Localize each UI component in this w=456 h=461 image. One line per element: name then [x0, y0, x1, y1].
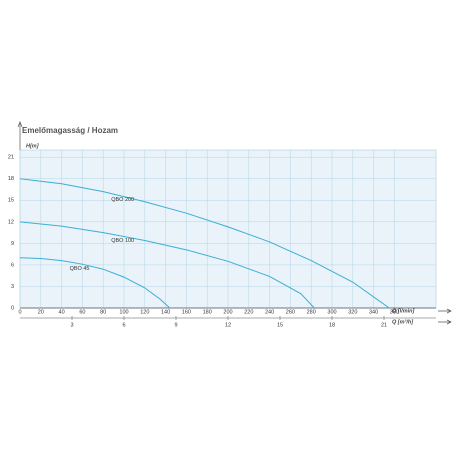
y-tick-label: 15: [8, 198, 14, 204]
x-tick-label: 360: [390, 309, 399, 315]
x2-arrow: [438, 319, 452, 325]
curve-label: QBO 45: [70, 266, 90, 272]
x2-tick-label: 15: [277, 322, 283, 328]
x-tick-label: 40: [59, 309, 65, 315]
x2-tick-label: 18: [329, 322, 335, 328]
y-tick-label: 0: [11, 305, 14, 311]
y-tick-label: 3: [11, 284, 14, 290]
x2-tick-label: 3: [70, 322, 73, 328]
x-tick-label: 160: [182, 309, 191, 315]
x-tick-label: 320: [348, 309, 357, 315]
x-tick-label: 140: [161, 309, 170, 315]
x-tick-label: 240: [265, 309, 274, 315]
x-tick-label: 120: [140, 309, 149, 315]
x-tick-label: 280: [307, 309, 316, 315]
y-tick-label: 18: [8, 176, 14, 182]
y-tick-label: 6: [11, 262, 14, 268]
y-tick-label: 12: [8, 219, 14, 225]
x-tick-label: 180: [203, 309, 212, 315]
x2-axis-label: Q [m³/h]: [392, 318, 413, 325]
x-tick-label: 300: [327, 309, 336, 315]
x-arrow: [438, 308, 452, 314]
y-arrow-head: [17, 121, 23, 128]
x-tick-label: 0: [18, 309, 21, 315]
x2-tick-label: 12: [225, 322, 231, 328]
curve-label: QBO 100: [111, 238, 134, 244]
x-tick-label: 100: [119, 309, 128, 315]
x-tick-label: 20: [38, 309, 44, 315]
x-tick-label: 200: [223, 309, 232, 315]
x-tick-label: 60: [79, 309, 85, 315]
x-axis-label: Q [l/min]: [392, 308, 414, 314]
curve: [19, 178, 390, 309]
curve: [19, 257, 171, 309]
x-tick-label: 80: [100, 309, 106, 315]
x-tick-label: 260: [286, 309, 295, 315]
x2-tick-label: 9: [174, 322, 177, 328]
chart-title: Emelőmagasság / Hozam: [22, 126, 118, 135]
y-tick-label: 9: [11, 241, 14, 247]
y-axis-label: H[m]: [26, 143, 39, 149]
y-tick-label: 21: [8, 155, 14, 161]
curve-label: QBO 200: [111, 197, 134, 203]
x-tick-label: 340: [369, 309, 378, 315]
x-tick-label: 220: [244, 309, 253, 315]
x2-tick-label: 21: [381, 322, 387, 328]
x2-tick-label: 6: [122, 322, 125, 328]
curve: [19, 221, 315, 309]
